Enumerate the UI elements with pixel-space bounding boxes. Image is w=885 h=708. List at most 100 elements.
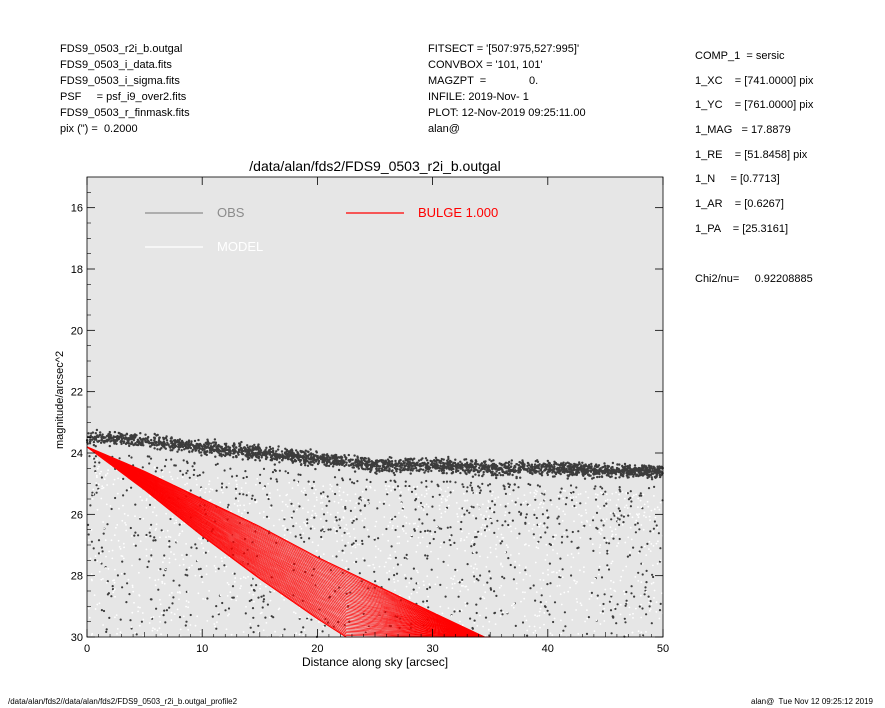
model-point xyxy=(154,529,157,531)
model-point xyxy=(369,486,372,489)
header-file-info: FDS9_0503_r2i_b.outgal FDS9_0503_i_data.f… xyxy=(60,41,190,137)
obs-point xyxy=(473,466,476,470)
model-point xyxy=(577,493,580,496)
obs-point xyxy=(110,507,113,511)
obs-point xyxy=(623,462,627,466)
obs-point xyxy=(473,619,476,622)
obs-point xyxy=(205,453,208,457)
model-point xyxy=(237,510,240,513)
model-point xyxy=(102,578,104,580)
obs-point xyxy=(548,461,551,465)
obs-point xyxy=(310,618,313,621)
obs-point xyxy=(240,440,243,444)
obs-point xyxy=(289,449,292,452)
model-point xyxy=(525,500,527,503)
model-point xyxy=(465,536,468,538)
model-point xyxy=(155,527,158,530)
model-point xyxy=(440,516,443,518)
model-point xyxy=(539,503,541,506)
model-point xyxy=(106,484,108,486)
obs-point xyxy=(404,480,407,483)
model-point xyxy=(619,579,622,582)
model-point xyxy=(601,529,603,532)
model-point xyxy=(580,521,583,524)
obs-point xyxy=(389,479,392,482)
obs-point xyxy=(393,488,397,491)
model-point xyxy=(297,502,300,505)
model-point xyxy=(615,504,618,507)
obs-point xyxy=(121,560,124,563)
obs-point xyxy=(242,476,245,480)
model-point xyxy=(345,524,348,526)
obs-point xyxy=(241,449,245,453)
obs-point xyxy=(259,449,263,452)
model-point xyxy=(229,591,232,594)
model-point xyxy=(655,611,658,613)
obs-point xyxy=(591,468,594,472)
obs-point xyxy=(487,465,490,468)
obs-point xyxy=(159,440,162,444)
model-point xyxy=(387,525,390,527)
obs-point xyxy=(526,461,530,465)
obs-point xyxy=(589,474,592,477)
obs-point xyxy=(136,438,140,441)
model-point xyxy=(447,486,449,489)
model-point xyxy=(170,611,173,614)
obs-point xyxy=(287,471,290,475)
model-point xyxy=(214,570,217,573)
obs-point xyxy=(431,505,434,508)
model-point xyxy=(452,578,455,580)
obs-point xyxy=(262,598,266,601)
obs-point xyxy=(111,585,114,588)
obs-point xyxy=(401,507,404,510)
model-point xyxy=(120,572,123,575)
model-point xyxy=(492,491,494,493)
obs-point xyxy=(451,470,455,474)
obs-point xyxy=(293,479,296,482)
obs-point xyxy=(172,579,175,582)
obs-point xyxy=(395,463,398,466)
model-point xyxy=(469,489,472,491)
model-point xyxy=(283,534,286,536)
model-point xyxy=(484,591,487,594)
obs-point xyxy=(364,462,367,466)
obs-point xyxy=(421,468,425,471)
obs-point xyxy=(418,469,421,473)
obs-point xyxy=(201,447,204,450)
model-point xyxy=(194,624,197,627)
model-point xyxy=(216,621,218,624)
obs-point xyxy=(189,613,192,617)
obs-point xyxy=(396,563,399,566)
model-point xyxy=(552,571,555,573)
model-point xyxy=(584,620,586,623)
obs-point xyxy=(341,549,344,552)
obs-point xyxy=(154,539,157,542)
obs-point xyxy=(543,605,547,608)
model-point xyxy=(154,584,157,587)
obs-point xyxy=(450,467,453,471)
obs-point xyxy=(422,600,425,603)
model-point xyxy=(416,569,418,572)
obs-point xyxy=(213,444,216,447)
obs-point xyxy=(162,574,165,577)
obs-point xyxy=(224,609,227,612)
obs-point xyxy=(438,527,441,530)
obs-point xyxy=(95,428,99,432)
obs-point xyxy=(309,527,312,530)
obs-point xyxy=(402,525,405,528)
model-point xyxy=(584,502,587,505)
model-point xyxy=(339,486,341,489)
obs-point xyxy=(265,515,269,518)
obs-point xyxy=(106,523,109,526)
model-point xyxy=(643,514,645,517)
obs-point xyxy=(405,468,409,471)
obs-point xyxy=(341,477,344,480)
model-point xyxy=(527,505,530,507)
obs-point xyxy=(141,466,144,469)
obs-point xyxy=(122,477,125,480)
model-point xyxy=(561,520,564,522)
model-point xyxy=(321,501,324,504)
obs-point xyxy=(514,501,517,504)
obs-point xyxy=(149,535,152,538)
model-point xyxy=(137,610,140,613)
